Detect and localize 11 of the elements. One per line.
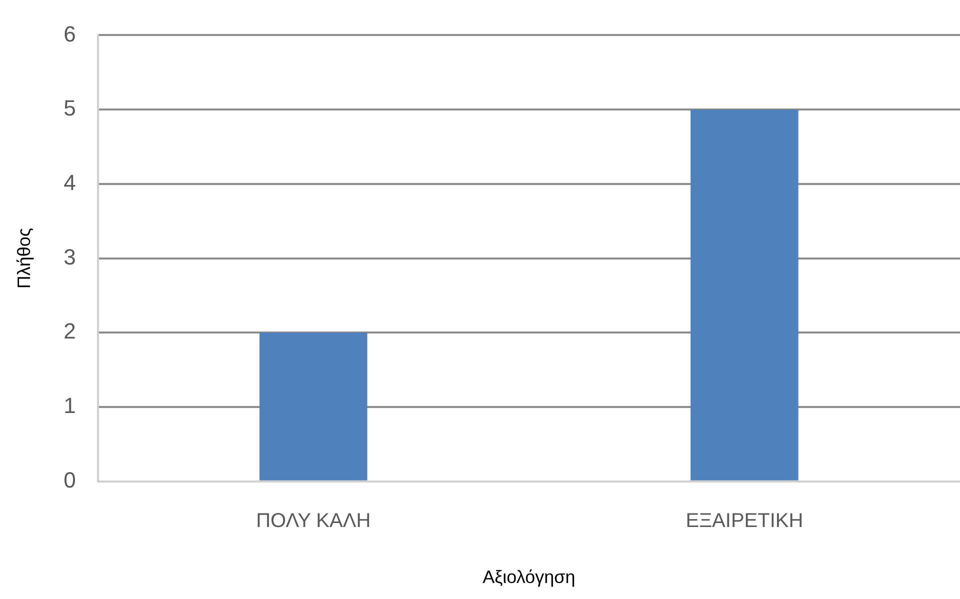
y-axis-title: Πλήθος bbox=[14, 228, 34, 289]
y-tick-label: 4 bbox=[64, 170, 76, 195]
y-tick-label: 6 bbox=[64, 21, 76, 46]
y-tick-label: 1 bbox=[64, 393, 76, 418]
y-tick-label: 0 bbox=[64, 467, 76, 492]
x-tick-label: ΕΞΑΙΡΕΤΙΚΗ bbox=[686, 510, 804, 532]
y-tick-label: 3 bbox=[64, 244, 76, 270]
x-tick-label: ΠΟΛΥ ΚΑΛΗ bbox=[256, 510, 371, 532]
y-tick-label: 2 bbox=[64, 318, 76, 344]
x-axis-title: Αξιολόγηση bbox=[482, 567, 576, 588]
y-tick-label: 5 bbox=[64, 96, 76, 121]
